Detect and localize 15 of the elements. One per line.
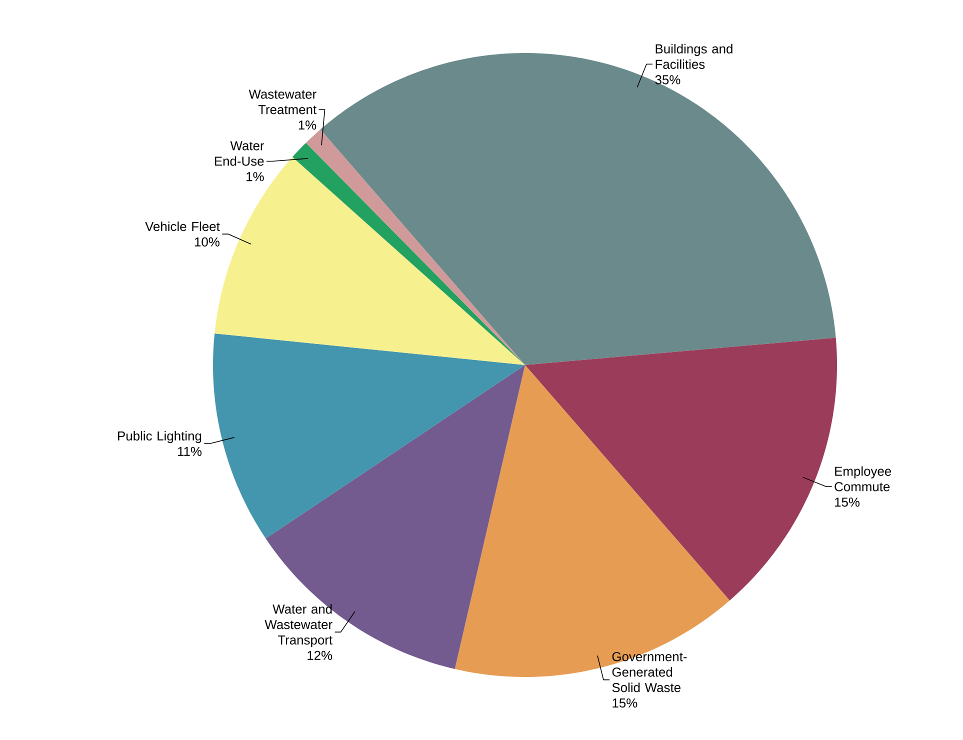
slice-label: Buildings and Facilities [656, 44, 732, 69]
slice-label: Water and Wastewater Transport [264, 604, 332, 648]
data-label: 15% [612, 698, 638, 708]
data-label: 10% [194, 237, 220, 247]
slice-label: Public Lighting [118, 431, 202, 444]
slice-label: Vehicle Fleet [145, 222, 220, 232]
data-label: 15% [835, 498, 860, 507]
slice-label: Wastewater Treatment [248, 90, 316, 114]
data-label: 1% [298, 120, 316, 130]
slice-label: Water End-Use [214, 141, 264, 166]
data-label: 35% [655, 75, 680, 84]
data-label: 12% [308, 650, 332, 660]
slice-label: Employee Commute [834, 466, 892, 492]
data-label: 1% [246, 172, 264, 182]
data-label: 11% [178, 446, 202, 456]
